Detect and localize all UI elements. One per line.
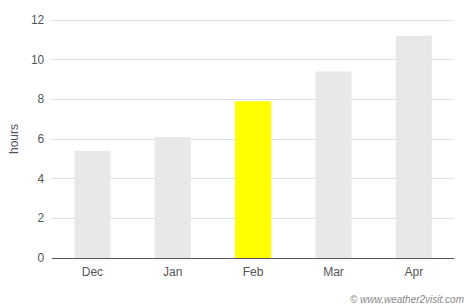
svg-text:Dec: Dec	[82, 265, 103, 279]
svg-text:2: 2	[38, 211, 45, 225]
svg-text:hours: hours	[7, 124, 21, 154]
svg-text:10: 10	[31, 53, 45, 67]
svg-text:6: 6	[38, 132, 45, 146]
svg-text:Apr: Apr	[404, 265, 423, 279]
svg-text:0: 0	[38, 251, 45, 265]
svg-text:8: 8	[38, 92, 45, 106]
svg-text:Mar: Mar	[323, 265, 344, 279]
svg-text:Jan: Jan	[163, 265, 182, 279]
svg-text:© www.weather2visit.com: © www.weather2visit.com	[350, 294, 464, 305]
svg-text:4: 4	[38, 172, 45, 186]
svg-text:Feb: Feb	[243, 265, 264, 279]
svg-text:12: 12	[31, 13, 45, 27]
